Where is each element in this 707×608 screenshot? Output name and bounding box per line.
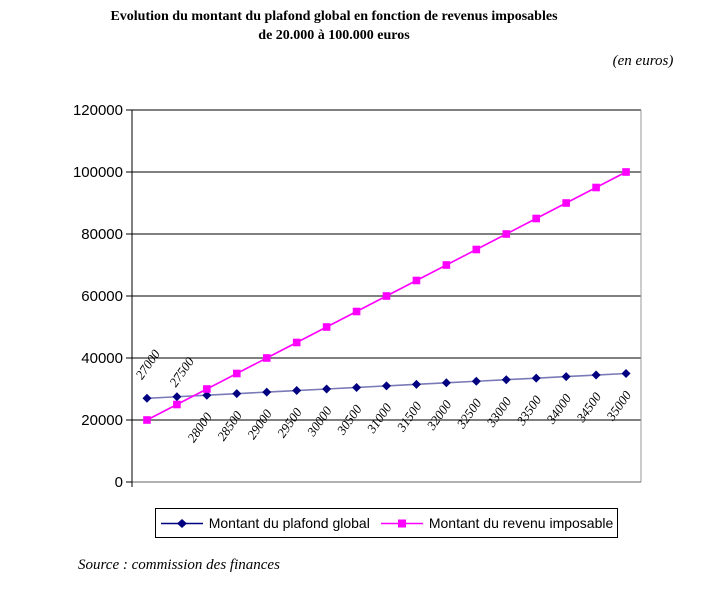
legend-line-diamond-icon [160,518,203,528]
chart-title-line2: de 20.000 à 100.000 euros [258,28,410,43]
y-tick-label: 60000 [81,288,123,305]
y-tick-label: 80000 [81,226,123,243]
square-marker [143,416,151,424]
point-label: 27000 [132,346,163,382]
square-marker [592,183,600,192]
diamond-marker [352,382,362,392]
square-marker [412,276,421,285]
diamond-marker [292,386,302,396]
legend-item-plafond: Montant du plafond global [160,515,370,531]
square-marker [622,168,630,176]
chart-title-line1: Evolution du montant du plafond global e… [110,9,558,24]
square-marker [502,230,511,238]
point-label: 28000 [184,409,215,445]
y-tick-label: 20000 [81,412,123,429]
point-label: 27500 [166,354,197,390]
diamond-marker [561,372,571,382]
square-marker [232,369,241,378]
chart-title: Evolution du montant du plafond global e… [4,7,664,45]
point-label: 29500 [274,405,305,441]
point-label: 29000 [244,406,275,442]
diamond-marker [202,390,212,400]
square-marker [262,354,271,362]
square-marker [562,199,570,207]
diamond-marker [411,379,421,389]
square-marker [382,292,391,300]
diamond-marker [172,392,182,402]
point-label: 32000 [423,397,455,433]
legend-label-plafond: Montant du plafond global [208,515,370,531]
point-label: 34000 [543,391,575,427]
source-note: Source : commission des finances [78,557,280,573]
unit-note: (en euros) [612,53,674,69]
square-marker [352,307,361,316]
diamond-marker [232,389,242,399]
legend-item-revenu: Montant du revenu imposable [380,515,613,531]
square-marker [442,261,451,269]
point-label: 30000 [303,403,335,439]
legend-label-revenu: Montant du revenu imposable [428,515,614,531]
point-label: 33000 [483,394,515,430]
point-label: 33500 [513,392,545,428]
point-label: 31000 [363,400,395,436]
diamond-marker [531,373,541,383]
diamond-marker [591,370,601,380]
point-label: 28500 [214,408,245,444]
diamond-marker [621,369,631,378]
square-marker [532,214,541,223]
y-tick-label: 0 [115,474,123,491]
square-marker [322,323,331,331]
square-marker [292,338,301,347]
diamond-marker [322,384,332,394]
y-tick-label: 40000 [81,350,123,367]
point-label: 31500 [393,398,425,434]
diamond-marker [471,376,481,386]
square-marker [173,400,181,409]
legend-line-square-icon [380,519,423,527]
point-label: 35000 [603,388,635,424]
y-tick-label: 120000 [73,102,123,119]
y-tick-label: 100000 [73,164,123,181]
square-marker [472,245,481,254]
chart-legend: Montant du plafond global Montant du rev… [155,508,618,538]
point-label: 32500 [453,395,485,431]
diamond-marker [501,375,511,385]
diamond-marker [262,387,272,397]
square-marker [203,385,211,393]
diamond-marker [441,378,451,388]
diamond-marker [382,381,391,391]
diamond-marker [142,393,152,403]
